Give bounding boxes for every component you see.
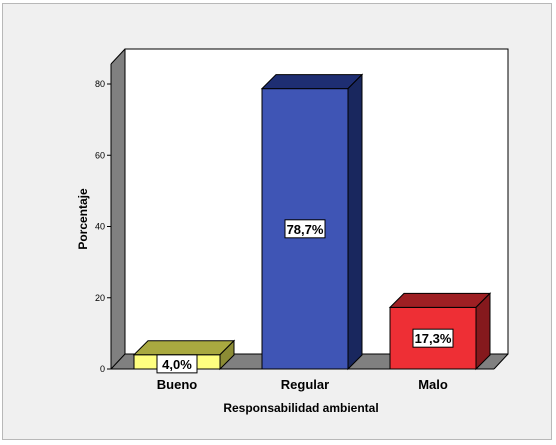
x-tick-label-malo: Malo — [418, 377, 448, 392]
bar-bueno-side — [219, 339, 235, 371]
bar-malo-top — [388, 292, 492, 308]
x-tick-label-bueno: Bueno — [157, 377, 198, 392]
y-axis-title: Porcentaje — [76, 188, 90, 250]
data-label-box-regular — [284, 219, 326, 239]
data-label-box-malo — [412, 328, 454, 348]
bar-bueno-top — [132, 340, 236, 356]
chart-panel: 0 20 40 60 80 — [2, 3, 552, 440]
y-tick-20: 20 — [95, 293, 111, 303]
y-tick-label-0: 0 — [100, 364, 105, 374]
y-tick-40: 40 — [95, 222, 111, 232]
x-axis-title: Responsabilidad ambiental — [223, 401, 378, 415]
x-tick-label-regular: Regular — [281, 377, 329, 392]
data-label-regular: 78,7% — [284, 219, 326, 239]
y-tick-label-60: 60 — [95, 150, 105, 160]
bar-regular-top — [260, 74, 364, 90]
data-label-text-malo: 17,3% — [415, 331, 452, 346]
bar-regular-side — [347, 73, 363, 371]
data-label-malo: 17,3% — [412, 328, 454, 348]
y-tick-60: 60 — [95, 150, 111, 160]
data-label-text-regular: 78,7% — [287, 222, 324, 237]
y-tick-label-20: 20 — [95, 293, 105, 303]
bar-chart: 0 20 40 60 80 — [76, 48, 509, 415]
data-label-bueno: 4,0% — [156, 354, 198, 374]
wall-top-edge — [110, 48, 126, 65]
y-tick-label-40: 40 — [95, 222, 105, 232]
bar-malo-side — [475, 292, 491, 371]
floor-front-edge — [110, 353, 126, 370]
y-tick-label-80: 80 — [95, 79, 105, 89]
data-label-box-bueno — [156, 354, 198, 374]
y-tick-0: 0 — [100, 364, 111, 374]
y-tick-80: 80 — [95, 79, 111, 89]
data-label-text-bueno: 4,0% — [162, 357, 192, 372]
floor-right-edge — [493, 353, 509, 370]
left-wall — [111, 49, 125, 369]
